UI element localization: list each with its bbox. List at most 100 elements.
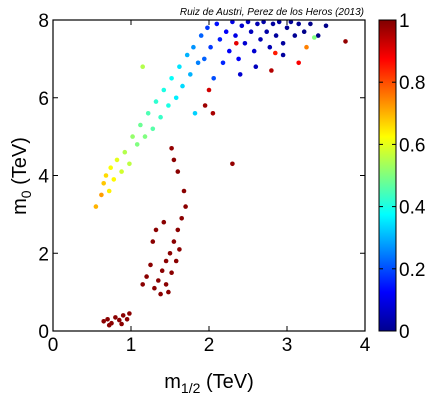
data-point	[236, 56, 241, 62]
x-tick-label: 3	[282, 335, 293, 356]
data-point	[108, 165, 113, 170]
plot-frame	[52, 19, 366, 332]
data-point	[105, 317, 110, 322]
data-point	[124, 317, 130, 322]
data-point	[284, 25, 290, 31]
data-point	[163, 282, 169, 287]
data-point	[211, 76, 216, 81]
data-point	[119, 321, 124, 327]
data-point	[198, 33, 204, 38]
data-point	[214, 21, 220, 27]
colorbar	[378, 19, 397, 332]
data-point	[161, 87, 167, 93]
data-point	[205, 25, 210, 31]
colorbar-tick-label: 0.6	[399, 135, 425, 156]
data-point	[208, 44, 213, 50]
data-point	[175, 169, 181, 174]
data-point	[315, 33, 321, 38]
data-point	[296, 21, 302, 27]
data-point	[273, 33, 279, 38]
data-point	[288, 19, 294, 25]
data-point	[261, 19, 266, 25]
data-point	[220, 60, 226, 66]
data-point	[223, 29, 229, 34]
data-point	[173, 258, 179, 264]
data-point	[188, 72, 193, 77]
data-point	[230, 19, 235, 25]
data-point	[292, 33, 298, 38]
data-point	[245, 19, 251, 25]
data-point	[210, 111, 216, 116]
data-point	[273, 50, 278, 56]
data-point	[296, 60, 302, 66]
data-point	[251, 48, 257, 54]
data-point	[255, 21, 260, 27]
data-point	[258, 37, 263, 42]
data-point	[127, 161, 132, 167]
data-point	[242, 41, 248, 46]
data-point	[234, 41, 239, 46]
data-point	[119, 169, 124, 174]
data-point	[134, 142, 140, 147]
data-point	[166, 103, 171, 108]
data-point	[312, 35, 317, 40]
data-point	[140, 64, 145, 69]
data-point	[280, 52, 286, 58]
data-point	[140, 282, 145, 287]
x-tick-label: 0	[48, 335, 59, 356]
y-tick-label: 0	[38, 322, 49, 343]
data-point	[99, 192, 104, 198]
y-tick-label: 8	[38, 11, 49, 32]
data-point	[148, 262, 153, 268]
data-point	[158, 114, 163, 120]
colorbar-ticks: 0 0.2 0.4 0.6 0.8 1	[379, 11, 426, 343]
data-point	[144, 274, 149, 279]
data-point	[138, 122, 143, 128]
data-point	[106, 322, 112, 328]
data-point	[130, 134, 135, 139]
colorbar-tick-label: 0	[399, 322, 410, 343]
colorbar-tick-label: 0.2	[399, 260, 425, 281]
colorbar-tick-label: 0.4	[399, 198, 426, 219]
data-point	[103, 173, 109, 178]
data-point	[183, 204, 188, 209]
data-point	[93, 204, 99, 209]
x-tick-label: 2	[204, 335, 215, 356]
data-point	[169, 76, 174, 81]
data-point	[264, 29, 270, 34]
data-point	[161, 219, 167, 225]
data-point	[237, 72, 243, 77]
data-point	[217, 37, 223, 42]
data-point	[166, 289, 171, 295]
data-point	[253, 64, 259, 69]
data-point	[167, 251, 173, 256]
data-point	[177, 247, 182, 252]
data-point	[267, 44, 273, 50]
data-point	[184, 52, 190, 58]
data-point	[122, 149, 128, 155]
data-point	[206, 87, 212, 93]
data-point	[195, 60, 201, 66]
data-point	[227, 48, 232, 54]
data-point	[233, 33, 238, 38]
data-point	[127, 311, 132, 316]
data-point	[153, 227, 159, 233]
data-point	[304, 44, 309, 50]
data-point	[150, 239, 156, 244]
data-point	[111, 177, 117, 182]
data-point	[101, 319, 106, 324]
data-point	[192, 111, 198, 116]
data-point	[163, 258, 169, 264]
data-point	[153, 99, 159, 104]
data-point	[177, 64, 182, 69]
data-point	[171, 239, 177, 244]
data-point	[171, 157, 177, 163]
x-tick-label: 1	[126, 335, 137, 356]
data-point	[169, 270, 174, 276]
colorbar-tick-label: 0.8	[399, 73, 425, 94]
y-tick-label: 4	[38, 167, 49, 188]
data-point	[114, 157, 120, 163]
data-point	[248, 29, 254, 34]
y-axis-label: m0 (TeV)	[9, 137, 34, 215]
